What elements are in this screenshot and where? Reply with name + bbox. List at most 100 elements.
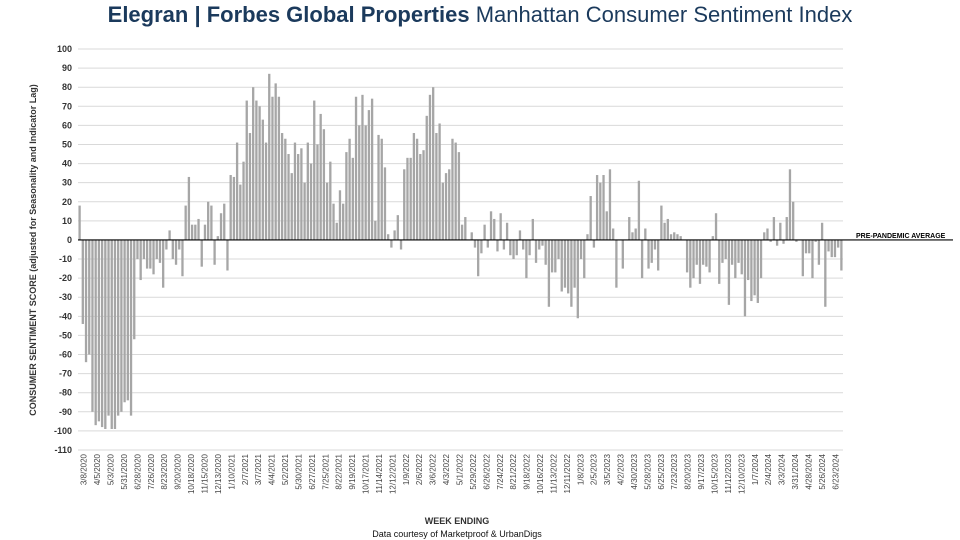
bar bbox=[145, 239, 149, 269]
bar bbox=[435, 133, 438, 240]
bar bbox=[332, 203, 335, 240]
chart-title: Elegran | Forbes Global Properties Manha… bbox=[0, 2, 960, 28]
bar bbox=[756, 239, 759, 303]
bar bbox=[403, 169, 406, 240]
bar bbox=[676, 234, 679, 240]
bar bbox=[335, 222, 338, 240]
bar bbox=[541, 239, 544, 246]
bar bbox=[168, 230, 171, 240]
bar bbox=[612, 228, 615, 240]
bar bbox=[637, 180, 641, 240]
y-tick-label: 60 bbox=[62, 120, 72, 130]
x-tick-label: 6/25/2023 bbox=[657, 453, 666, 489]
y-tick-label: 50 bbox=[62, 139, 72, 149]
bar bbox=[647, 239, 650, 269]
bar bbox=[258, 106, 261, 240]
bar bbox=[502, 239, 506, 250]
bar bbox=[226, 239, 229, 271]
bar bbox=[342, 203, 345, 240]
y-tick-label: 20 bbox=[62, 197, 72, 207]
bar bbox=[454, 142, 457, 240]
bar bbox=[277, 96, 281, 240]
bar bbox=[306, 142, 309, 240]
y-tick-label: -10 bbox=[59, 254, 72, 264]
bar bbox=[708, 239, 711, 273]
x-tick-label: 3/3/2024 bbox=[778, 453, 787, 485]
y-tick-label: -30 bbox=[59, 292, 72, 302]
x-tick-label: 8/23/2020 bbox=[160, 453, 169, 489]
bar bbox=[88, 239, 91, 355]
data-credit: Data courtesy of Marketproof & UrbanDigs bbox=[372, 529, 542, 539]
bar bbox=[354, 96, 358, 240]
bar bbox=[589, 196, 592, 240]
title-subtitle: Manhattan Consumer Sentiment Index bbox=[475, 2, 853, 27]
bar bbox=[303, 182, 306, 240]
x-tick-label: 12/10/2023 bbox=[737, 453, 746, 494]
bar bbox=[444, 173, 448, 240]
x-tick-label: 9/19/2021 bbox=[348, 453, 357, 489]
bar bbox=[190, 224, 194, 240]
bar bbox=[534, 239, 538, 263]
bar bbox=[210, 205, 213, 240]
bar bbox=[316, 144, 319, 240]
bar bbox=[740, 239, 743, 275]
bar bbox=[775, 239, 779, 246]
bar bbox=[129, 239, 133, 416]
bar bbox=[358, 125, 361, 240]
x-tick-label: 7/26/2020 bbox=[147, 453, 156, 489]
x-tick-label: 3/31/2024 bbox=[791, 453, 800, 489]
bar bbox=[464, 217, 467, 240]
bar bbox=[252, 87, 255, 240]
bar bbox=[573, 239, 576, 288]
bar bbox=[769, 239, 772, 242]
bar bbox=[538, 239, 541, 250]
bar bbox=[406, 157, 409, 240]
bar bbox=[232, 176, 236, 240]
x-tick-label: 4/4/2021 bbox=[268, 453, 277, 485]
bar bbox=[380, 138, 383, 240]
bar bbox=[705, 239, 708, 267]
x-tick-label: 1/8/2023 bbox=[576, 453, 585, 485]
bar bbox=[338, 190, 342, 240]
y-tick-label: 30 bbox=[62, 178, 72, 188]
bar bbox=[364, 125, 367, 240]
bar bbox=[113, 239, 117, 429]
bar bbox=[801, 239, 804, 277]
x-tick-label: 11/13/2022 bbox=[549, 453, 558, 493]
bar bbox=[608, 169, 612, 240]
x-tick-label: 2/7/2021 bbox=[241, 453, 250, 485]
bar bbox=[772, 217, 776, 240]
x-tick-label: 12/12/2021 bbox=[388, 453, 397, 494]
x-tick-label: 1/10/2021 bbox=[227, 453, 236, 489]
bar bbox=[409, 157, 412, 240]
bar bbox=[477, 239, 480, 277]
bar bbox=[309, 163, 313, 240]
bar bbox=[785, 217, 788, 240]
bar bbox=[139, 239, 142, 281]
pre-pandemic-average-label: PRE-PANDEMIC AVERAGE bbox=[856, 233, 946, 240]
bar bbox=[653, 239, 657, 250]
bar bbox=[830, 239, 833, 258]
bar bbox=[528, 239, 531, 256]
bar bbox=[666, 218, 669, 240]
bar bbox=[255, 100, 258, 240]
bar bbox=[348, 138, 351, 240]
bar bbox=[586, 234, 589, 240]
bar bbox=[808, 239, 811, 254]
x-tick-label: 4/28/2024 bbox=[804, 453, 813, 489]
bar bbox=[734, 239, 737, 279]
bar bbox=[631, 232, 634, 240]
bar bbox=[525, 239, 528, 279]
bar bbox=[158, 239, 162, 263]
x-tick-label: 4/30/2023 bbox=[630, 453, 639, 489]
bar bbox=[322, 129, 326, 240]
x-tick-label: 6/23/2024 bbox=[831, 453, 840, 489]
bar bbox=[727, 239, 731, 305]
y-tick-label: -20 bbox=[59, 273, 72, 283]
bar bbox=[219, 213, 223, 240]
bar bbox=[721, 239, 724, 263]
y-tick-label: 100 bbox=[57, 44, 72, 54]
bar bbox=[621, 239, 624, 269]
x-tick-label: 8/20/2023 bbox=[684, 453, 693, 489]
x-tick-label: 3/6/2022 bbox=[429, 453, 438, 485]
